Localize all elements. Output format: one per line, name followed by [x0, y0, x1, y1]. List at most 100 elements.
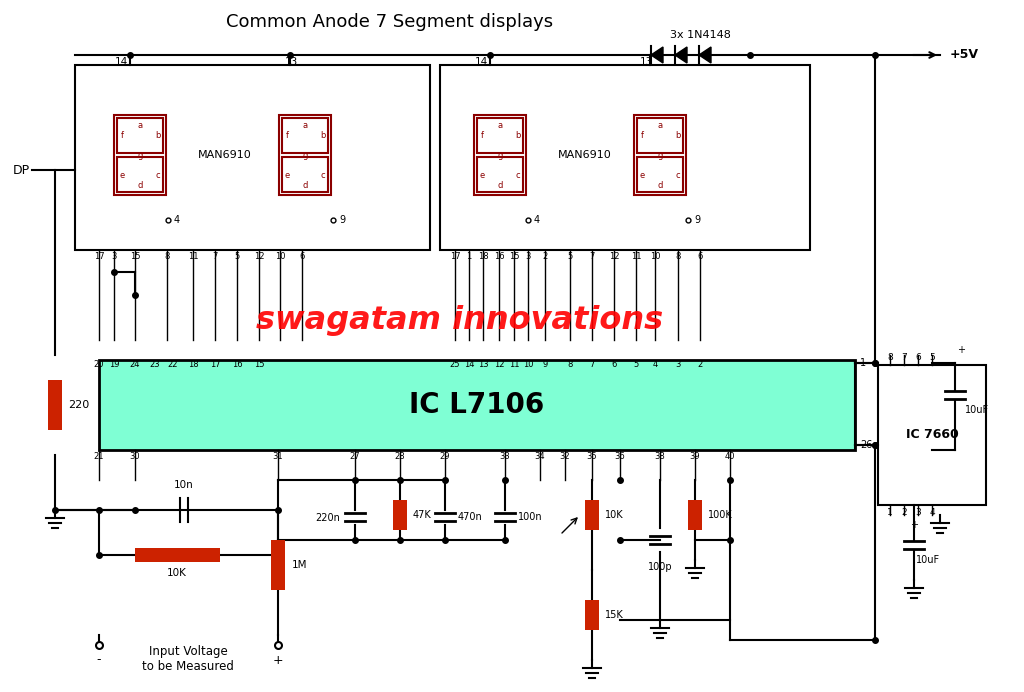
- Bar: [279, 115, 331, 195]
- Text: 6: 6: [611, 360, 616, 369]
- Bar: [585, 500, 599, 530]
- Text: 1M: 1M: [292, 560, 307, 570]
- Text: IC 7660: IC 7660: [905, 428, 958, 441]
- Text: 11: 11: [187, 252, 199, 261]
- Text: c: c: [156, 170, 161, 179]
- Text: Common Anode 7 Segment displays: Common Anode 7 Segment displays: [226, 13, 554, 31]
- Text: b: b: [156, 131, 161, 140]
- Text: +: +: [272, 653, 284, 666]
- Text: 29: 29: [439, 452, 451, 461]
- Text: 9: 9: [339, 215, 345, 225]
- Text: 4: 4: [929, 508, 935, 517]
- Text: f: f: [480, 131, 483, 140]
- Text: g: g: [302, 150, 307, 159]
- Text: 100K: 100K: [708, 510, 733, 520]
- Text: 15: 15: [509, 252, 519, 261]
- Text: 25: 25: [450, 360, 460, 369]
- Text: 9: 9: [543, 360, 548, 369]
- Bar: [99, 360, 855, 450]
- Text: a: a: [498, 120, 503, 129]
- Text: a: a: [657, 120, 663, 129]
- Bar: [135, 548, 220, 562]
- Text: e: e: [120, 170, 125, 179]
- Polygon shape: [675, 47, 687, 63]
- Text: 7: 7: [590, 360, 595, 369]
- Text: 24: 24: [130, 360, 140, 369]
- Text: 28: 28: [394, 452, 406, 461]
- Text: 33: 33: [500, 452, 510, 461]
- Text: 100n: 100n: [518, 512, 543, 522]
- Text: 10K: 10K: [167, 568, 187, 578]
- Text: IC L7106: IC L7106: [410, 391, 545, 419]
- Text: c: c: [321, 170, 326, 179]
- Text: g: g: [137, 150, 142, 159]
- Text: 3: 3: [525, 252, 530, 261]
- Bar: [634, 115, 686, 195]
- Bar: [440, 65, 810, 250]
- Text: g: g: [657, 150, 663, 159]
- Polygon shape: [699, 47, 711, 63]
- Text: 5: 5: [234, 252, 240, 261]
- Bar: [282, 157, 328, 192]
- Polygon shape: [651, 47, 663, 63]
- Text: g: g: [498, 150, 503, 159]
- Text: 31: 31: [272, 452, 284, 461]
- Text: 5: 5: [929, 353, 935, 362]
- Text: 4: 4: [652, 360, 657, 369]
- Text: DP: DP: [13, 163, 30, 176]
- Text: 38: 38: [654, 452, 666, 461]
- Text: 39: 39: [690, 452, 700, 461]
- Bar: [117, 157, 163, 192]
- Text: 3: 3: [675, 360, 681, 369]
- Text: b: b: [515, 131, 520, 140]
- Text: 2: 2: [697, 360, 702, 369]
- Text: 8: 8: [675, 252, 681, 261]
- Text: 47K: 47K: [413, 510, 432, 520]
- Bar: [477, 118, 523, 153]
- Text: +: +: [957, 345, 965, 355]
- Text: 4: 4: [534, 215, 540, 225]
- Text: d: d: [137, 181, 142, 190]
- Text: f: f: [640, 131, 643, 140]
- Text: 16: 16: [231, 360, 243, 369]
- Text: 40: 40: [725, 452, 735, 461]
- Bar: [477, 157, 523, 192]
- Text: 12: 12: [494, 360, 504, 369]
- Text: +: +: [910, 520, 918, 530]
- Text: 14: 14: [115, 57, 128, 67]
- Text: 1: 1: [887, 508, 893, 517]
- Text: 20: 20: [94, 360, 104, 369]
- Text: 10: 10: [522, 360, 534, 369]
- Text: 15K: 15K: [605, 610, 624, 620]
- Text: 470n: 470n: [458, 512, 482, 522]
- Text: f: f: [121, 131, 124, 140]
- Text: e: e: [639, 170, 645, 179]
- Text: d: d: [302, 181, 307, 190]
- Text: c: c: [516, 170, 520, 179]
- Text: 10: 10: [274, 252, 286, 261]
- Bar: [75, 65, 430, 250]
- Bar: [117, 118, 163, 153]
- Text: 11: 11: [631, 252, 641, 261]
- Text: 3: 3: [915, 508, 921, 517]
- Text: e: e: [285, 170, 290, 179]
- Text: 6: 6: [697, 252, 702, 261]
- Text: e: e: [479, 170, 484, 179]
- Text: 26: 26: [860, 440, 872, 450]
- Text: 220n: 220n: [315, 513, 340, 523]
- Text: 21: 21: [94, 452, 104, 461]
- Bar: [637, 118, 683, 153]
- Text: 36: 36: [614, 452, 626, 461]
- Text: 7: 7: [212, 252, 218, 261]
- Text: c: c: [676, 170, 680, 179]
- Text: 27: 27: [349, 452, 360, 461]
- Text: 17: 17: [450, 252, 461, 261]
- Text: 16: 16: [494, 252, 504, 261]
- Text: 3: 3: [112, 252, 117, 261]
- Text: 2: 2: [543, 252, 548, 261]
- Text: Input Voltage
to be Measured: Input Voltage to be Measured: [142, 645, 233, 673]
- Text: 6: 6: [299, 252, 305, 261]
- Text: 5: 5: [567, 252, 572, 261]
- Text: 6: 6: [915, 353, 921, 362]
- Text: 17: 17: [210, 360, 220, 369]
